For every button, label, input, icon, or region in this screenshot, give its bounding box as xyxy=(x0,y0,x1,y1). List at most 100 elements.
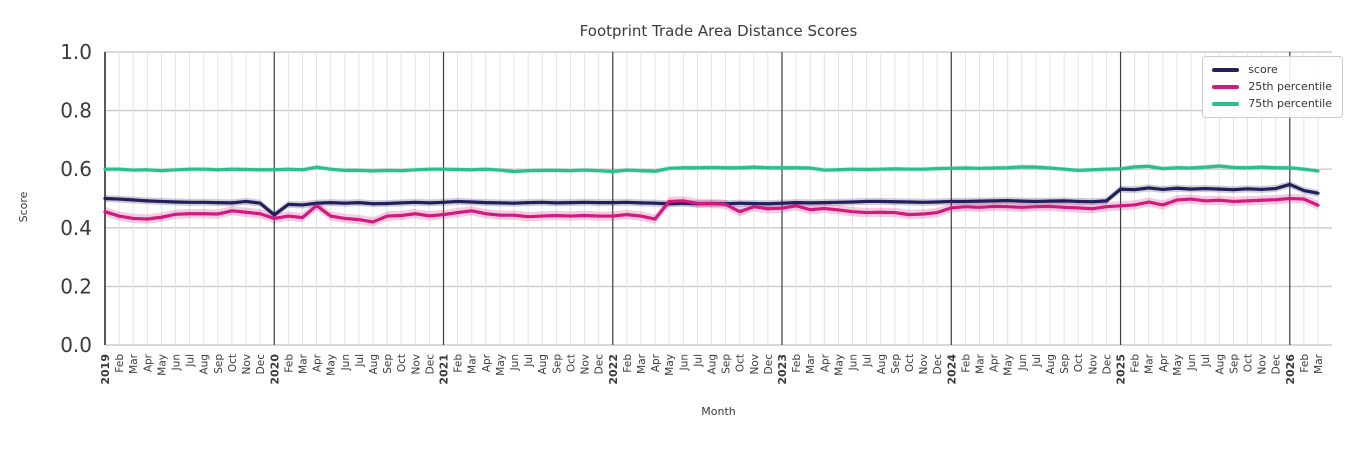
x-tick-label: May xyxy=(1003,354,1015,376)
x-tick-label: Aug xyxy=(1045,354,1057,375)
x-tick-label: Mar xyxy=(467,353,479,373)
x-tick-label: Mar xyxy=(1313,353,1325,373)
y-tick-label: 0.2 xyxy=(60,274,92,298)
y-axis-label: Score xyxy=(17,191,30,223)
x-tick-label: May xyxy=(495,354,507,376)
series-band-score xyxy=(105,180,1318,219)
x-tick-label: Oct xyxy=(735,354,747,372)
x-tick-label: Dec xyxy=(255,354,267,375)
legend-label: 75th percentile xyxy=(1248,97,1332,111)
x-tick-label: Dec xyxy=(932,354,944,375)
x-tick-label: Dec xyxy=(424,354,436,375)
x-tick-label: Feb xyxy=(1299,354,1311,373)
x-tick-label: 2021 xyxy=(438,354,451,385)
series-line-25th-percentile xyxy=(103,196,1320,224)
legend-item-score: score xyxy=(1212,63,1332,76)
x-tick-label: Jun xyxy=(1186,354,1198,371)
x-tick-label: Dec xyxy=(594,354,606,375)
x-tick-label: Feb xyxy=(283,354,295,373)
legend-label: 25th percentile xyxy=(1248,80,1332,94)
x-tick-label: Sep xyxy=(1228,354,1240,374)
x-tick-label: Jun xyxy=(848,354,860,371)
x-tick-label: Sep xyxy=(382,354,394,374)
x-tick-label: Sep xyxy=(721,354,733,374)
series-line-75th-percentile xyxy=(103,164,1320,174)
x-tick-label: Oct xyxy=(904,354,916,372)
x-tick-label: 2026 xyxy=(1284,354,1297,385)
x-tick-label: Oct xyxy=(565,354,577,372)
x-tick-label: May xyxy=(664,354,676,376)
x-tick-label: Jun xyxy=(1017,354,1029,371)
legend: score 25th percentile 75th percentile xyxy=(1202,56,1343,119)
y-tick-label: 0.0 xyxy=(60,333,92,357)
x-tick-label: Oct xyxy=(227,354,239,372)
x-tick-label: May xyxy=(156,354,168,376)
x-tick-label: Nov xyxy=(580,354,592,375)
x-tick-label: Nov xyxy=(1087,354,1099,375)
x-tick-label: Aug xyxy=(707,354,719,375)
x-tick-label: Jul xyxy=(862,354,874,368)
x-tick-label: Apr xyxy=(989,353,1001,372)
x-tick-label: Feb xyxy=(960,354,972,373)
y-tick-label: 0.6 xyxy=(60,157,92,181)
x-tick-label: Mar xyxy=(128,353,140,373)
x-tick-label: Nov xyxy=(749,354,761,375)
x-tick-label: Sep xyxy=(1059,354,1071,374)
x-tick-label: Jun xyxy=(678,354,690,371)
x-tick-label: Nov xyxy=(410,354,422,375)
x-tick-label: Apr xyxy=(481,353,493,372)
x-tick-label: 2020 xyxy=(268,354,281,385)
x-tick-label: Aug xyxy=(537,354,549,375)
legend-line-icon xyxy=(1212,102,1240,106)
x-tick-label: Feb xyxy=(1130,354,1142,373)
x-tick-label: Jul xyxy=(1200,354,1212,368)
x-tick-label: May xyxy=(1172,354,1184,376)
y-tick-label: 0.8 xyxy=(60,99,92,123)
x-tick-label: Mar xyxy=(636,353,648,373)
y-tick-label: 1.0 xyxy=(60,40,92,64)
x-tick-label: Feb xyxy=(453,354,465,373)
x-axis-label: Month xyxy=(701,405,736,418)
x-tick-label: Mar xyxy=(805,353,817,373)
x-tick-label: May xyxy=(833,354,845,376)
legend-line-icon xyxy=(1212,68,1240,72)
x-tick-label: Jun xyxy=(509,354,521,371)
x-tick-label: Aug xyxy=(876,354,888,375)
x-tick-label: Aug xyxy=(368,354,380,375)
x-tick-label: Aug xyxy=(1214,354,1226,375)
x-tick-label: Jul xyxy=(185,354,197,368)
x-tick-label: Oct xyxy=(1242,354,1254,372)
x-tick-label: 2019 xyxy=(99,354,112,385)
x-tick-label: Nov xyxy=(1257,354,1269,375)
x-tick-label: Apr xyxy=(1158,353,1170,372)
x-tick-label: Jul xyxy=(523,354,535,368)
x-tick-label: Sep xyxy=(551,354,563,374)
x-tick-label: Feb xyxy=(114,354,126,373)
x-tick-label: Oct xyxy=(1073,354,1085,372)
x-tick-label: Feb xyxy=(622,354,634,373)
x-tick-label: Nov xyxy=(918,354,930,375)
x-tick-label: Jul xyxy=(1031,354,1043,368)
x-tick-label: Jul xyxy=(354,354,366,368)
x-tick-label: Jul xyxy=(692,354,704,368)
x-tick-label: Nov xyxy=(241,354,253,375)
x-tick-label: Mar xyxy=(1144,353,1156,373)
x-tick-label: 2022 xyxy=(607,354,620,385)
y-tick-label: 0.4 xyxy=(60,216,92,240)
x-tick-label: Sep xyxy=(890,354,902,374)
series-band-25th-percentile xyxy=(105,193,1318,227)
x-tick-label: Jun xyxy=(171,354,183,371)
x-tick-label: Sep xyxy=(213,354,225,374)
x-tick-label: 2023 xyxy=(776,354,789,385)
chart-title: Footprint Trade Area Distance Scores xyxy=(579,22,858,40)
x-tick-label: Apr xyxy=(142,353,154,372)
legend-line-icon xyxy=(1212,85,1240,89)
legend-item-25th-percentile: 25th percentile xyxy=(1212,80,1332,94)
x-tick-label: Mar xyxy=(297,353,309,373)
x-tick-label: Dec xyxy=(1101,354,1113,375)
x-tick-label: Mar xyxy=(974,353,986,373)
x-tick-label: Apr xyxy=(650,353,662,372)
x-tick-label: Dec xyxy=(763,354,775,375)
